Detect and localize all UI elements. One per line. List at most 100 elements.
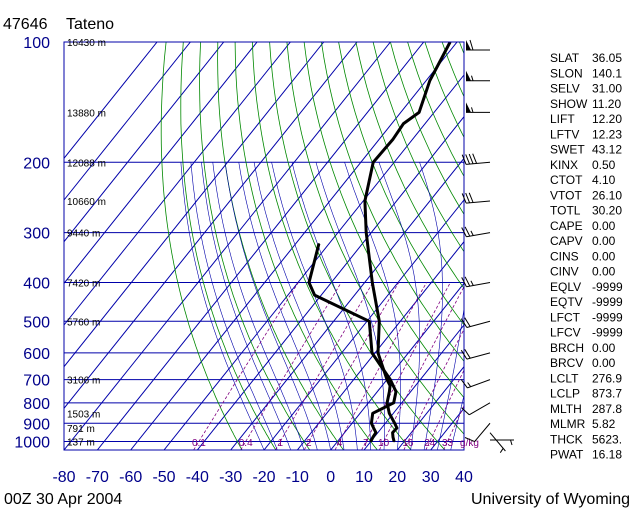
- dry-adiabat-line: [160, 42, 243, 450]
- index-key: LFCV: [550, 326, 581, 340]
- temperature-tick-label: -10: [286, 469, 309, 486]
- dewpoint-point: [371, 352, 373, 354]
- wind-barb: [461, 402, 491, 416]
- moist-adiabat-line: [224, 162, 318, 450]
- index-key: SWET: [550, 143, 585, 157]
- temperature-point: [372, 161, 375, 164]
- mixing-ratio-line: [193, 282, 299, 450]
- pressure-tick-label: 700: [23, 373, 50, 390]
- index-value: 0.00: [592, 249, 616, 263]
- height-label: 3106 m: [67, 376, 100, 387]
- index-key: SLAT: [550, 51, 580, 65]
- mixing-ratio-line: [334, 282, 427, 450]
- index-key: CAPE: [550, 219, 583, 233]
- height-label: 10660 m: [67, 197, 106, 208]
- temperature-tick-label: -80: [52, 469, 75, 486]
- mixing-ratio-label: 0.4: [239, 438, 253, 449]
- isotherm-line: [196, 115, 464, 450]
- wind-barb: [464, 422, 491, 443]
- wind-barb: [466, 39, 490, 51]
- height-label: 1503 m: [67, 409, 100, 420]
- temperature-point: [371, 281, 374, 284]
- index-value: 0.00: [592, 219, 616, 233]
- pressure-tick-label: 900: [23, 416, 50, 433]
- index-key: LFTV: [550, 127, 579, 141]
- index-value: 0.00: [592, 234, 616, 248]
- mixing-ratio-lines: [193, 282, 464, 450]
- isotherm-line: [64, 42, 258, 285]
- mixing-ratio-line: [379, 285, 464, 450]
- plot-frame: [63, 41, 465, 451]
- wind-barb: [460, 379, 491, 389]
- index-value: -9999: [592, 326, 623, 340]
- index-value: 4.10: [592, 173, 616, 187]
- index-value: 5623.: [592, 432, 622, 446]
- height-label: 13880 m: [67, 108, 106, 119]
- index-key: CINV: [550, 265, 579, 279]
- index-key: BRCV: [550, 356, 583, 370]
- index-key: PWAT: [550, 448, 584, 462]
- wind-barbs: [460, 39, 514, 453]
- wind-barb: [461, 276, 491, 288]
- mixing-ratio-line: [443, 404, 464, 450]
- index-key: EQLV: [550, 280, 581, 294]
- index-key: MLMR: [550, 417, 586, 431]
- mixing-ratio-label: 16: [402, 438, 414, 449]
- mixing-ratio-label: g/kg: [460, 438, 479, 449]
- dry-adiabat-line: [338, 42, 464, 326]
- dry-adiabat-line: [303, 42, 464, 399]
- temperature-tick-label: 40: [455, 469, 473, 486]
- dry-adiabat-line: [199, 42, 311, 450]
- height-label: 791 m: [67, 424, 95, 435]
- index-key: CAPV: [550, 234, 583, 248]
- index-key: KINX: [550, 158, 578, 172]
- dry-adiabat-line: [234, 42, 378, 450]
- temperature-point: [377, 352, 379, 354]
- data-source: University of Wyoming: [471, 491, 630, 508]
- temperature-point: [429, 79, 431, 82]
- index-value: 140.1: [592, 66, 622, 80]
- dry-adiabat-line: [355, 42, 464, 290]
- temperature-point: [389, 384, 391, 387]
- dewpoint-point: [395, 390, 397, 393]
- wind-barb: [461, 226, 491, 238]
- temperature-point: [393, 440, 395, 443]
- index-key: THCK: [550, 432, 583, 446]
- sounding-profile: [307, 42, 452, 443]
- dewpoint-point: [389, 378, 392, 381]
- dry-adiabat-line: [390, 42, 464, 216]
- index-value: 873.7: [592, 387, 622, 401]
- isotherm-line: [64, 42, 325, 368]
- dewpoint-point: [368, 320, 371, 323]
- index-value: 36.05: [592, 51, 622, 65]
- moist-adiabat-line: [419, 162, 443, 450]
- station-name: Tateno: [66, 16, 114, 33]
- moist-adiabat-line: [253, 162, 345, 450]
- mixing-ratio-label: 24: [424, 438, 436, 449]
- temperature-tick-label: 20: [388, 469, 406, 486]
- temperature-point: [365, 231, 368, 234]
- index-value: 30.20: [592, 204, 622, 218]
- moist-adiabat-line: [344, 162, 401, 450]
- height-label: 137 m: [67, 438, 95, 449]
- stability-indices: SLAT 36.05 SLON 140.1 SELV 31.00 SHOW 11.20 LIFT…: [550, 51, 623, 462]
- dry-adiabat-line: [372, 42, 464, 253]
- observation-time: 00Z 30 Apr 2004: [4, 491, 122, 508]
- mixing-ratio-line: [240, 282, 342, 450]
- wind-barb: [490, 439, 514, 446]
- pressure-tick-label: 800: [23, 396, 50, 413]
- moist-adiabat-line: [450, 394, 464, 450]
- mixing-ratio-label: 4: [337, 438, 343, 449]
- temperature-point: [388, 390, 391, 393]
- moist-adiabat-line: [238, 162, 331, 450]
- index-value: 5.82: [592, 417, 616, 431]
- index-value: 43.12: [592, 143, 622, 157]
- moist-adiabat-line: [291, 162, 372, 450]
- height-label: 12088 m: [67, 158, 106, 169]
- mixing-ratio-line: [303, 282, 400, 450]
- index-key: VTOT: [550, 188, 582, 202]
- index-key: CINS: [550, 249, 579, 263]
- isotherm-line: [163, 74, 464, 450]
- dry-adiabat-line: [269, 42, 446, 450]
- mixing-ratio-line: [275, 282, 374, 450]
